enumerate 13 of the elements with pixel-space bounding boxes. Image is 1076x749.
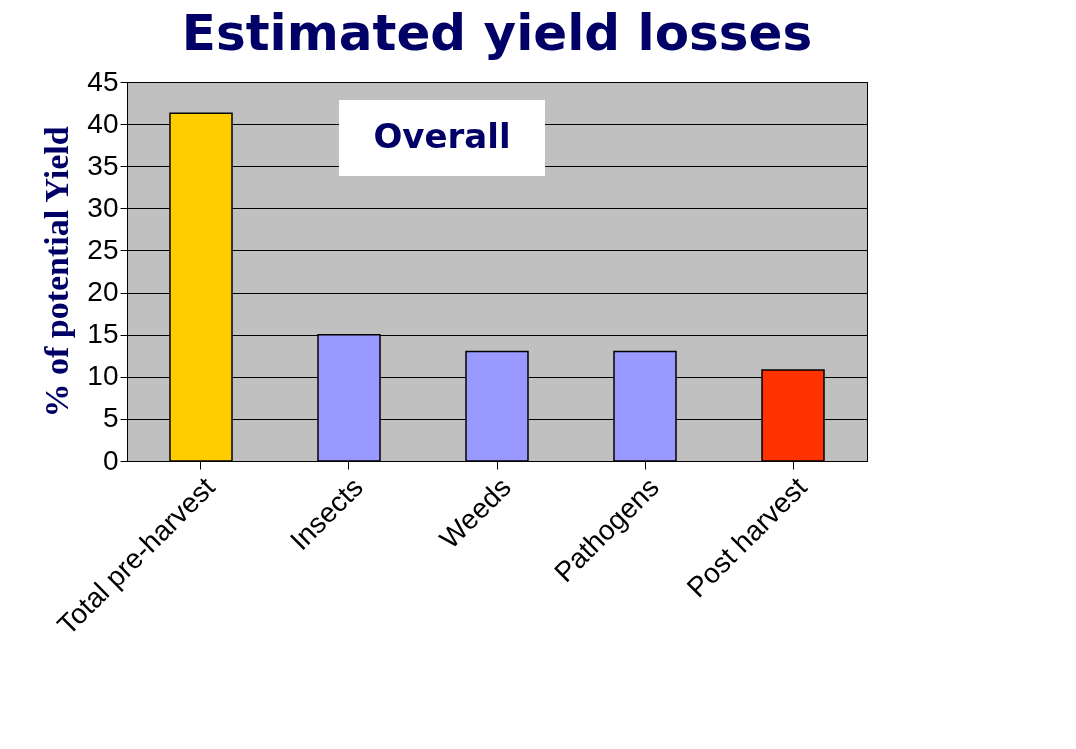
annotation: Overall: [373, 116, 511, 156]
y-tick-label: 20: [87, 276, 119, 308]
y-tick-label: 40: [87, 107, 119, 139]
y-tick-label: 15: [87, 318, 119, 350]
y-tick-label: 10: [87, 360, 119, 392]
y-tick-label: 35: [87, 149, 119, 181]
y-tick-label: 30: [87, 191, 119, 223]
chart-title: Estimated yield losses: [181, 4, 813, 62]
y-axis-title: % of potential Yield: [38, 126, 76, 418]
y-tick-label: 45: [87, 65, 119, 97]
y-tick-label: 25: [87, 233, 119, 265]
y-tick-label: 5: [102, 402, 119, 434]
y-tick-label: 0: [102, 444, 119, 476]
